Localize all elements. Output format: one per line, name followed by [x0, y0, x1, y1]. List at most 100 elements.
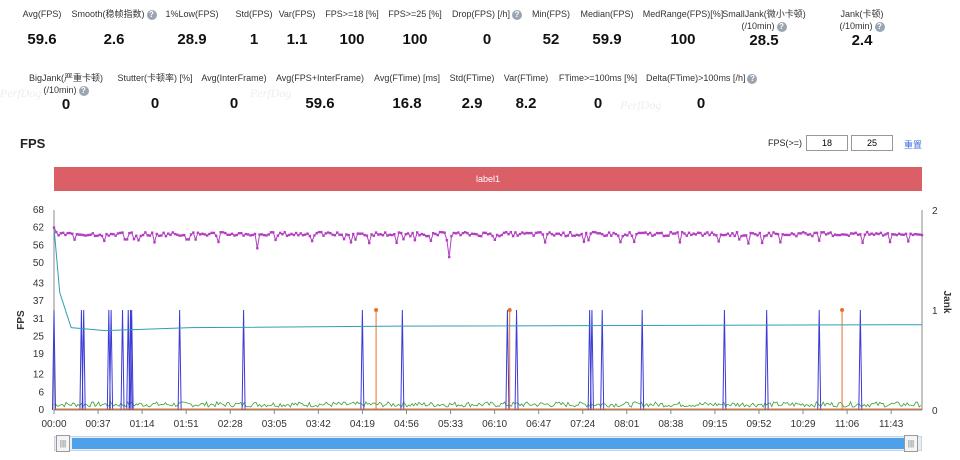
jank-spike [177, 309, 182, 411]
help-icon[interactable]: ? [874, 21, 885, 32]
metric-label-text: MedRange(FPS)[%] [642, 9, 724, 19]
fps-point [486, 233, 490, 236]
fps-point [623, 233, 627, 236]
fps-point [125, 238, 129, 241]
metric-label: Drop(FPS) [/h]? [432, 8, 542, 20]
fps-point [107, 234, 111, 237]
fps-point [103, 239, 106, 243]
fps-point [230, 232, 234, 236]
fps-point [276, 234, 280, 237]
fps-point [205, 234, 209, 237]
fps-point [415, 231, 419, 234]
y-left-tick-label: 56 [33, 240, 45, 251]
help-icon[interactable]: ? [512, 9, 522, 20]
fps-point [610, 234, 613, 237]
reset-button[interactable]: 重置 [904, 140, 923, 150]
fps-point [701, 234, 704, 237]
fps-point [253, 232, 257, 236]
fps-point [731, 232, 734, 235]
x-tick-label: 08:01 [614, 419, 639, 430]
fps-point [93, 234, 97, 238]
fps-point [52, 226, 56, 229]
time-scrollbar-range[interactable] [72, 438, 904, 449]
metric-label: Delta(FTime)>100ms [/h]? [646, 72, 758, 84]
y-left-tick-label: 50 [33, 258, 45, 269]
jank-spike [858, 309, 863, 411]
fps-point [591, 230, 595, 234]
fps-point [742, 234, 746, 237]
fps-point [454, 232, 458, 235]
fps-point [470, 232, 474, 235]
fps-point [511, 234, 515, 238]
fps-point [331, 233, 334, 236]
fps-point [859, 233, 862, 236]
fps-point [660, 231, 663, 235]
metric-value: 0 [229, 95, 239, 112]
fps-point [457, 231, 460, 234]
label-bar[interactable]: label1 [54, 167, 922, 191]
fps-point [502, 231, 506, 235]
metric-label-unit: (/10min)? [807, 20, 917, 32]
fps-point [427, 234, 430, 238]
fps-point [537, 231, 540, 234]
jank-spike [120, 309, 125, 411]
metric-value: 0 [150, 95, 160, 112]
metric-card: Std(FTime) 2.9 [417, 72, 527, 113]
fps-point [144, 231, 147, 234]
fps-point [628, 231, 631, 234]
fps-point [642, 231, 645, 235]
fps-point [518, 232, 522, 236]
help-icon[interactable]: ? [776, 21, 787, 32]
y-left-axis-label: FPS [16, 310, 27, 330]
fps-threshold-input-2[interactable] [851, 135, 893, 151]
fps-point [651, 234, 654, 238]
metric-label: BigJank(严重卡顿) [11, 72, 121, 84]
help-icon[interactable]: ? [747, 73, 758, 84]
fps-point [786, 233, 789, 237]
fps-point [728, 234, 732, 237]
fps-point [498, 234, 501, 238]
fps-point [283, 231, 286, 234]
y-left-tick-label: 68 [33, 205, 45, 216]
fps-point [617, 234, 620, 237]
fps-point [735, 230, 739, 234]
fps-point [313, 234, 316, 237]
metric-label: Avg(FPS+InterFrame) [265, 72, 375, 84]
scrollbar-right-handle[interactable]: ||| [904, 435, 918, 452]
fps-point [285, 234, 289, 237]
fps-point [781, 233, 784, 236]
metric-card: Var(FPS) 1.1 [242, 8, 352, 49]
fps-point [829, 231, 832, 234]
fps-point [352, 232, 355, 236]
fps-point [297, 233, 300, 237]
fps-point [523, 232, 526, 235]
fps-point [758, 231, 762, 235]
fps-point [630, 234, 634, 237]
fps-point [420, 232, 423, 236]
metric-card: Smooth(稳帧指数)? 2.6 [59, 8, 169, 49]
y-right-tick-label: 2 [932, 206, 938, 217]
fps-point [589, 232, 592, 235]
fps-point [411, 231, 414, 235]
fps-point [249, 234, 252, 237]
metric-label: Stutter(卡顿率) [%] [100, 72, 210, 84]
fps-threshold-input-1[interactable] [806, 135, 848, 151]
fps-point [377, 233, 380, 236]
help-icon[interactable]: ? [146, 9, 157, 20]
x-tick-label: 11:43 [879, 419, 904, 430]
metric-value: 52 [542, 31, 560, 48]
fps-point [114, 234, 117, 237]
fps-point [831, 234, 835, 238]
metric-value: 0 [61, 96, 71, 113]
y-left-tick-label: 37 [33, 296, 45, 307]
metric-label-text: Stutter(卡顿率) [%] [117, 73, 193, 83]
metric-value: 59.9 [592, 31, 622, 48]
fps-point [770, 234, 773, 238]
fps-point [160, 234, 163, 237]
help-icon[interactable]: ? [78, 85, 89, 96]
fps-point [135, 234, 138, 237]
fps-point [539, 231, 542, 234]
fps-point [774, 232, 778, 235]
scrollbar-left-handle[interactable]: ||| [56, 435, 70, 452]
